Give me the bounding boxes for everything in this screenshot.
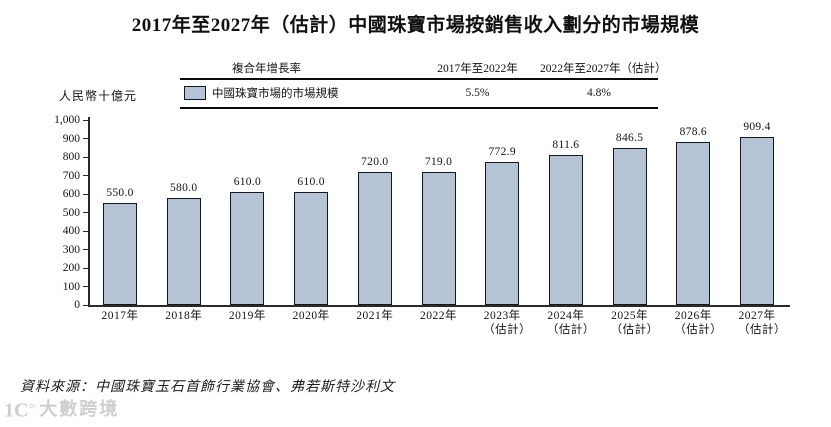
- watermark-logo: 1C∞: [4, 399, 37, 422]
- x-axis-label: 2026年 （估計）: [674, 310, 723, 336]
- x-axis-label: 2021年: [356, 310, 394, 322]
- source-note: 資料來源：中國珠寶玉石首飾行業協會、弗若斯特沙利文: [20, 380, 395, 395]
- bar: [230, 192, 265, 305]
- table-divider-top: [180, 78, 658, 80]
- x-axis-label: 2018年: [165, 310, 203, 322]
- y-tick-label: 600: [62, 188, 80, 200]
- x-axis-label: 2020年: [292, 310, 330, 322]
- y-tick-label: 800: [62, 151, 80, 163]
- bar: [166, 197, 201, 305]
- x-axis-label: 2027年 （估計）: [738, 310, 786, 336]
- bar: [485, 162, 520, 305]
- x-axis-label: 2022年: [420, 310, 457, 322]
- cagr-header-metric: 複合年增長率: [232, 62, 301, 75]
- y-tick: [83, 267, 88, 269]
- x-axis-label: 2023年 （估計）: [483, 310, 532, 336]
- y-axis-line: [88, 117, 90, 306]
- bar: [612, 148, 647, 305]
- y-tick: [83, 230, 88, 232]
- bar: [294, 192, 329, 305]
- x-axis-line: [88, 305, 790, 307]
- bar-value-label: 846.5: [615, 132, 644, 145]
- y-tick-label: 0: [74, 299, 80, 311]
- legend-row: 中國珠寶市場的市場規模 5.5% 4.8%: [180, 80, 658, 105]
- bar: [421, 171, 456, 305]
- y-tick-label: 400: [62, 225, 80, 237]
- y-tick-label: 500: [62, 206, 80, 219]
- bar-value-label: 878.6: [679, 126, 707, 139]
- watermark: 1C∞ 大數跨境: [4, 395, 119, 421]
- y-tick: [83, 249, 88, 251]
- y-axis-unit-label: 人民幣十億元: [59, 89, 138, 103]
- y-tick: [83, 156, 88, 158]
- bar-value-label: 772.9: [488, 146, 516, 158]
- y-tick: [83, 212, 88, 214]
- cagr-header-period-2: 2022年至2027年（估計）: [540, 62, 667, 75]
- x-axis-label: 2024年 （估計）: [546, 310, 595, 336]
- cagr-header-period-1: 2017年至2022年: [437, 62, 518, 75]
- y-tick: [83, 119, 88, 121]
- bar-value-label: 719.0: [424, 155, 453, 168]
- bar-value-label: 811.6: [552, 138, 580, 151]
- bar: [548, 154, 583, 305]
- y-tick-label: 900: [62, 132, 80, 145]
- x-axis-label: 2017年: [101, 310, 139, 322]
- bar-value-label: 580.0: [170, 181, 198, 194]
- y-tick-label: 200: [62, 262, 80, 274]
- y-tick: [83, 304, 88, 306]
- x-axis-label: 2019年: [228, 310, 266, 322]
- x-axis-label: 2025年 （估計）: [610, 310, 659, 336]
- cagr-value-2017-2022: 5.5%: [465, 86, 490, 99]
- y-tick-label: 300: [62, 243, 80, 256]
- y-tick: [83, 138, 88, 140]
- table-divider-bottom: [180, 107, 658, 109]
- bar: [676, 142, 711, 305]
- legend-swatch-icon: [184, 85, 206, 100]
- y-tick: [83, 286, 88, 288]
- y-tick: [83, 193, 88, 195]
- y-tick-label: 100: [62, 280, 80, 293]
- bar: [103, 203, 137, 305]
- cagr-table: 複合年增長率 2017年至2022年 2022年至2027年（估計） 中國珠寶市…: [180, 59, 667, 109]
- cagr-value-2022-2027: 4.8%: [587, 86, 611, 99]
- bar-value-label: 550.0: [106, 187, 134, 200]
- cagr-header-row: 複合年增長率 2017年至2022年 2022年至2027年（估計）: [180, 59, 667, 76]
- watermark-text: 大數跨境: [39, 399, 120, 419]
- bar-value-label: 610.0: [297, 176, 325, 189]
- bar-value-label: 720.0: [361, 155, 389, 168]
- chart-title: 2017年至2027年（估計）中國珠寶市場按銷售收入劃分的市場規模: [131, 15, 700, 36]
- bar: [740, 136, 774, 305]
- y-tick-label: 700: [62, 169, 80, 182]
- bar: [357, 171, 392, 305]
- y-tick: [83, 175, 88, 177]
- legend-series-label: 中國珠寶市場的市場規模: [212, 87, 339, 100]
- y-tick-label: 1,000: [54, 114, 80, 126]
- bar-value-label: 610.0: [233, 176, 262, 189]
- bar-value-label: 909.4: [743, 120, 771, 133]
